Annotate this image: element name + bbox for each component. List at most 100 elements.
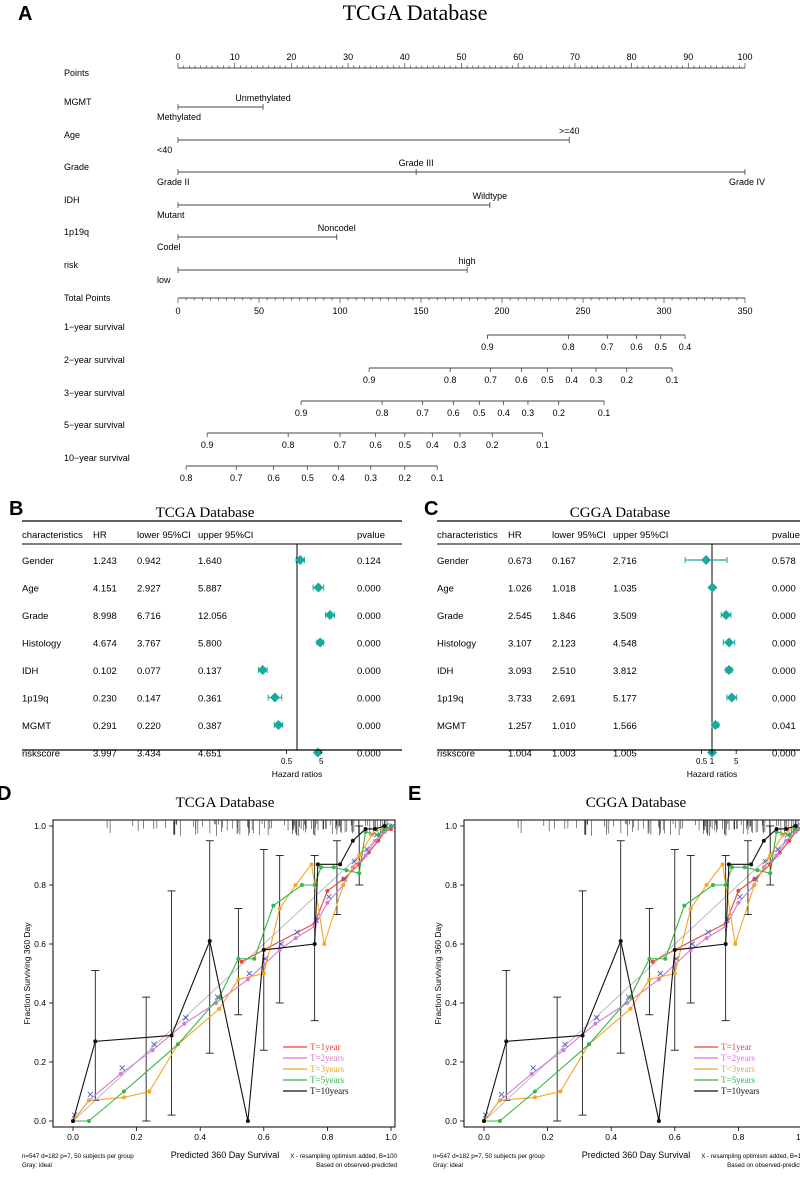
calib-title-e: CGGA Database	[586, 795, 687, 811]
series-point	[774, 853, 779, 858]
x-tick-label: 0.6	[258, 1132, 270, 1142]
series-point	[650, 959, 655, 964]
optimism-cross	[752, 876, 759, 882]
variable-level-label: Codel	[157, 242, 181, 252]
legend-entry: T=2years	[310, 1053, 345, 1063]
forest-xlabel: Hazard ratios	[687, 769, 738, 779]
survival-tick-label: 0.2	[552, 408, 565, 418]
series-point	[710, 883, 715, 887]
series-point	[720, 862, 725, 867]
survival-scale-label: 2−year survival	[64, 355, 125, 365]
variable-level-label: Grade III	[399, 158, 434, 168]
forest-cell: IDH	[437, 666, 454, 677]
series-point	[663, 956, 668, 961]
forest-cell: 6.716	[137, 611, 161, 622]
forest-cell: Gender	[22, 556, 54, 567]
forest-point-IDH	[257, 665, 268, 675]
series-point	[236, 977, 241, 982]
series-point	[312, 883, 317, 887]
forest-cell: 1.640	[198, 556, 222, 567]
forest-header-cell: HR	[508, 530, 522, 541]
forest-cell: 4.674	[93, 639, 117, 650]
points-tick-label: 0	[175, 52, 180, 62]
panel-label-a: A	[18, 3, 32, 25]
series-point	[341, 883, 346, 887]
y-tick-label: 0.8	[445, 880, 457, 890]
forest-cell: Gender	[437, 556, 469, 567]
survival-scale-label: 3−year survival	[64, 388, 125, 398]
footnote-left: Gray: ideal	[433, 1162, 463, 1169]
panel-label-e: E	[408, 783, 421, 805]
optimism-cross	[246, 970, 253, 977]
forest-point-Gender	[701, 555, 712, 565]
series-point	[647, 956, 652, 961]
variable-level-label: Mutant	[157, 210, 185, 220]
ideal-line	[72, 825, 392, 1122]
survival-tick-label: 0.1	[431, 473, 444, 483]
series-point	[325, 900, 330, 905]
calib-title-d: TCGA Database	[176, 795, 275, 811]
forest-cell: 1.003	[552, 749, 576, 760]
series-point	[357, 871, 362, 876]
forest-cell: 1.257	[508, 721, 532, 732]
forest-cell: 0.942	[137, 556, 161, 567]
variable-label-MGMT: MGMT	[64, 97, 92, 107]
forest-header-cell: HR	[93, 530, 107, 541]
forest-cell: 0.000	[357, 611, 381, 622]
forest-cell: 0.124	[357, 556, 381, 567]
series-point	[312, 924, 317, 929]
variable-level-label: Noncodel	[318, 223, 356, 233]
forest-cell: 4.151	[93, 584, 117, 595]
survival-tick-label: 0.4	[679, 342, 692, 352]
forest-cell: 1.026	[508, 584, 532, 595]
series-point	[628, 995, 633, 1000]
series-point	[529, 1071, 534, 1076]
series-point	[482, 1119, 486, 1123]
forest-cell: 8.998	[93, 611, 117, 622]
legend-entry: T=5years	[721, 1075, 756, 1085]
optimism-cross	[498, 1091, 505, 1098]
forest-cell: 0.137	[198, 666, 222, 677]
footnote-right: X - resampling optimism added, B=100	[290, 1153, 397, 1160]
forest-point-MGMT	[273, 720, 284, 730]
forest-cell: 12.056	[198, 611, 227, 622]
survival-tick-label: 0.3	[365, 473, 378, 483]
total-points-label: Total Points	[64, 293, 111, 303]
series-point	[593, 1021, 598, 1026]
survival-tick-label: 0.7	[230, 473, 243, 483]
survival-tick-label: 0.5	[541, 375, 554, 385]
series-point	[618, 939, 623, 944]
series-point	[182, 1021, 187, 1026]
forest-cell: Grade	[22, 611, 48, 622]
forest-cell: 3.997	[93, 749, 117, 760]
forest-cell: 0.000	[772, 639, 796, 650]
optimism-cross	[119, 1065, 126, 1071]
optimism-cross	[724, 917, 730, 924]
series-line-T=5years	[484, 826, 800, 1122]
survival-tick-label: 0.7	[484, 375, 497, 385]
series-point	[363, 853, 368, 858]
x-tick-label: 1.0	[385, 1132, 397, 1142]
series-point	[742, 865, 747, 870]
optimism-cross	[278, 941, 285, 947]
series-point	[755, 868, 760, 873]
forest-cell: 0.000	[357, 639, 381, 650]
survival-tick-label: 0.5	[655, 342, 668, 352]
series-point	[217, 1006, 222, 1011]
x-tick-label: 0.0	[478, 1132, 490, 1142]
survival-scale-label: 5−year survival	[64, 420, 125, 430]
points-tick-label: 10	[230, 52, 240, 62]
series-point	[504, 1039, 509, 1044]
series-point	[236, 956, 241, 961]
variable-label-1p19q: 1p19q	[64, 227, 89, 237]
survival-tick-label: 0.9	[201, 440, 214, 450]
x-tick-label: 0.6	[669, 1132, 681, 1142]
forest-point-Gender	[295, 555, 306, 565]
series-point	[726, 862, 731, 867]
panel-label-d: D	[0, 783, 11, 805]
forest-cell: 0.000	[357, 721, 381, 732]
variable-level-label: Grade IV	[729, 177, 765, 187]
forest-cell: 0.000	[772, 584, 796, 595]
forest-cell: 4.651	[198, 749, 222, 760]
series-point	[733, 942, 738, 946]
